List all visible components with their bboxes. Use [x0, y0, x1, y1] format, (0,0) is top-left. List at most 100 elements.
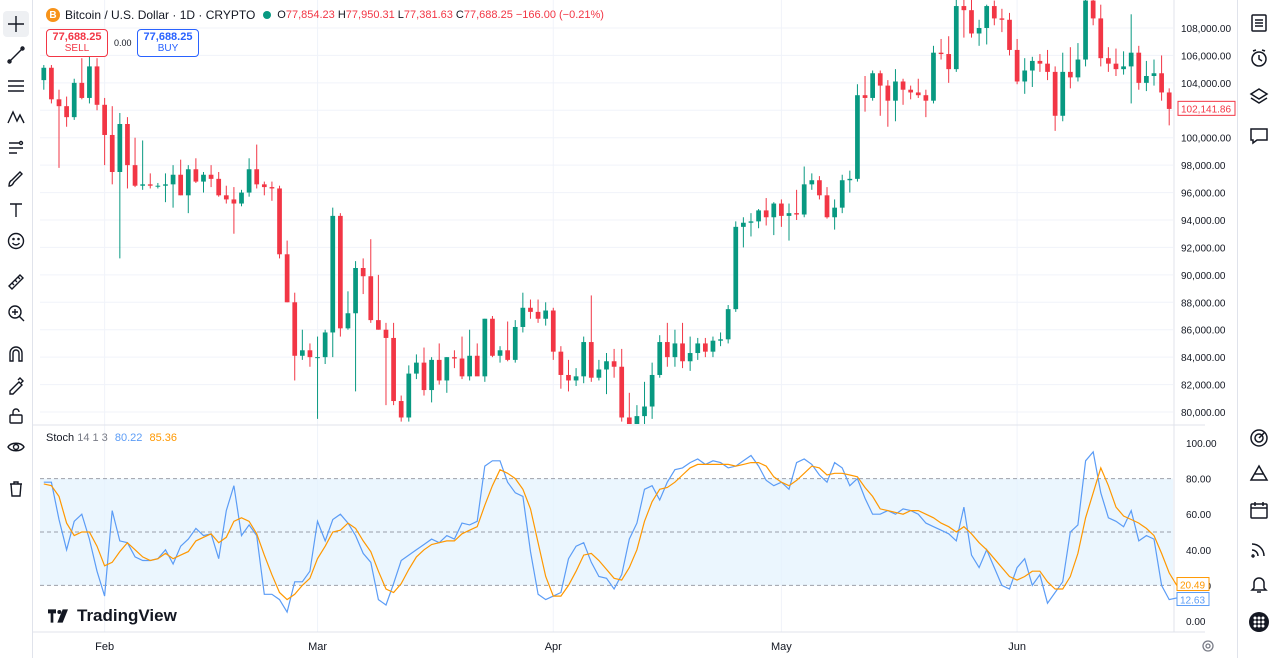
sell-button[interactable]: 77,688.25 SELL — [46, 29, 108, 57]
right-widget-toolbar — [1237, 0, 1280, 658]
candle-body — [984, 6, 990, 29]
candle — [1075, 43, 1081, 82]
broadcast-icon[interactable] — [1246, 536, 1272, 562]
candle — [794, 189, 799, 220]
bell-icon[interactable] — [1246, 571, 1272, 597]
crosshair-icon[interactable] — [3, 11, 29, 37]
candle-body — [1113, 63, 1119, 70]
logo-text: TradingView — [77, 606, 177, 625]
candle-body — [338, 215, 343, 329]
candle-body — [999, 18, 1005, 20]
buy-button[interactable]: 77,688.25 BUY — [137, 29, 199, 57]
last-price-tag — [1177, 100, 1236, 116]
candle-body — [961, 6, 967, 11]
candle — [231, 187, 237, 234]
pattern-icon[interactable] — [3, 104, 29, 130]
candle — [163, 173, 168, 203]
settings-gear-icon[interactable] — [1201, 639, 1215, 653]
candle-body — [520, 307, 526, 327]
candle — [185, 165, 191, 214]
candle — [1045, 49, 1050, 81]
candle — [931, 45, 936, 104]
candle-body — [687, 353, 693, 362]
candle-body — [64, 106, 69, 118]
brush-icon[interactable] — [3, 166, 29, 192]
candle-body — [991, 6, 997, 19]
candle — [292, 292, 298, 381]
candle — [786, 203, 792, 241]
stoch-tick-label: 0.00 — [1186, 617, 1206, 628]
target-icon[interactable] — [1246, 425, 1272, 451]
calendar-icon[interactable] — [1246, 497, 1272, 523]
chart-patterns-icon[interactable] — [1246, 460, 1272, 486]
candle-body — [155, 185, 161, 187]
candle — [877, 70, 883, 116]
candles — [41, 0, 1172, 424]
chat-icon[interactable] — [1246, 123, 1272, 149]
candle — [1014, 38, 1020, 85]
candle-body — [1022, 70, 1028, 82]
candle-body — [109, 134, 115, 172]
candle-body — [528, 307, 533, 312]
emoji-icon[interactable] — [3, 228, 29, 254]
candle-body — [1045, 63, 1050, 72]
candle-body — [1029, 60, 1035, 71]
ruler-icon[interactable] — [3, 269, 29, 295]
trend-line-icon[interactable] — [3, 42, 29, 68]
candle — [634, 405, 640, 424]
candle-body — [398, 401, 404, 418]
candle-body — [1106, 58, 1111, 64]
fib-icon[interactable] — [3, 73, 29, 99]
candle-body — [322, 332, 328, 358]
candle-body — [1060, 71, 1066, 116]
tradingview-logo[interactable]: TradingView — [48, 606, 177, 626]
stoch-k-last-label: 12.63 — [1180, 596, 1205, 607]
apps-icon[interactable] — [1246, 609, 1272, 635]
candle-body — [771, 203, 777, 218]
stoch-tick-label: 80.00 — [1186, 475, 1211, 486]
text-icon[interactable] — [3, 197, 29, 223]
watchlist-icon[interactable] — [1246, 10, 1272, 36]
candle — [543, 302, 549, 326]
lock-drawing-icon[interactable] — [3, 372, 29, 398]
lock-icon[interactable] — [3, 403, 29, 429]
candle-body — [657, 342, 663, 375]
candle-body — [56, 99, 62, 107]
symbol-title[interactable]: Bitcoin / U.S. Dollar · 1D · CRYPTO — [65, 8, 256, 22]
candle — [832, 199, 837, 230]
layers-icon[interactable] — [1246, 84, 1272, 110]
stoch-tick-label: 60.00 — [1186, 510, 1211, 521]
candle — [125, 117, 130, 189]
candle-body — [862, 95, 868, 98]
candle-body — [664, 342, 670, 358]
candle-body — [855, 95, 860, 179]
stoch-legend[interactable]: Stoch 14 1 3 80.22 85.36 — [46, 432, 177, 444]
eye-icon[interactable] — [3, 434, 29, 460]
candle-body — [467, 355, 472, 377]
candle-body — [832, 207, 837, 218]
candle — [626, 392, 632, 424]
candle — [178, 159, 184, 196]
candle — [505, 321, 511, 362]
candle — [976, 19, 982, 46]
candle-body — [847, 178, 853, 181]
candle-body — [1052, 71, 1058, 116]
candle — [452, 350, 457, 369]
candle-body — [626, 417, 632, 424]
candle — [406, 365, 412, 422]
candle — [938, 38, 944, 60]
alerts-clock-icon[interactable] — [1246, 45, 1272, 71]
candle-body — [459, 358, 465, 377]
stoch-k-value: 80.22 — [114, 432, 143, 444]
forecast-icon[interactable] — [3, 135, 29, 161]
candle — [779, 199, 784, 227]
trash-icon[interactable] — [3, 476, 29, 502]
candle — [1113, 48, 1119, 76]
candle — [79, 58, 85, 100]
zoom-in-icon[interactable] — [3, 300, 29, 326]
chart-area[interactable]: 80,000.00 82,000.00 84,000.00 86,000.00 88,0… — [33, 0, 1238, 658]
candle-body — [1037, 60, 1043, 64]
candle — [687, 336, 693, 371]
magnet-icon[interactable] — [3, 341, 29, 367]
candle — [619, 348, 625, 422]
